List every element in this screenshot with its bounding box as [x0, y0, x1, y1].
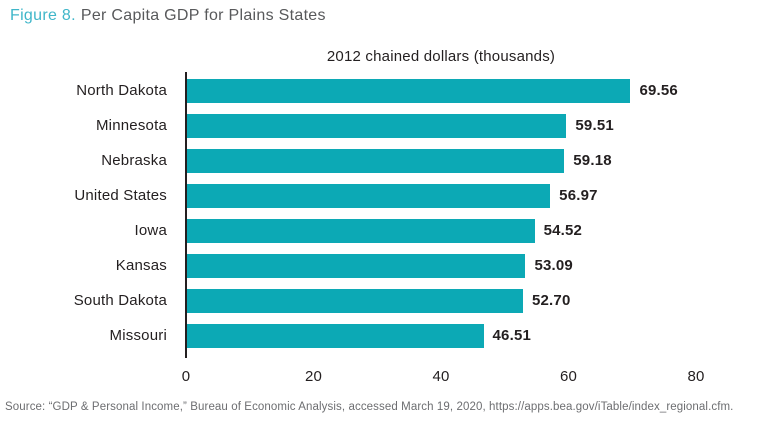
figure-title-text: Per Capita GDP for Plains States — [80, 7, 326, 24]
bar-row: North Dakota 69.56 — [0, 73, 768, 108]
bar-row: Kansas 53.09 — [0, 248, 768, 283]
y-axis-line — [185, 72, 187, 358]
bar-row: Nebraska 59.18 — [0, 143, 768, 178]
bar-row: Missouri 46.51 — [0, 318, 768, 353]
bar — [187, 323, 484, 348]
value-label: 56.97 — [559, 187, 598, 204]
value-label: 46.51 — [492, 327, 532, 344]
bar-row: Minnesota 59.51 — [0, 108, 768, 143]
x-axis-tick-label: 20 — [304, 368, 323, 385]
value-label: 59.18 — [573, 152, 612, 169]
source-citation: Source: “GDP & Personal Income,” Bureau … — [5, 401, 734, 413]
value-label: 54.52 — [543, 222, 583, 239]
x-axis-tick-label: 60 — [559, 368, 578, 385]
x-axis-tick-label: 40 — [432, 368, 450, 385]
bar-row: Iowa 54.52 — [0, 213, 768, 248]
category-label: Iowa — [134, 222, 167, 239]
bar — [187, 78, 631, 103]
category-label: Minnesota — [95, 117, 167, 134]
bar — [187, 253, 526, 278]
category-label: United States — [74, 187, 167, 204]
x-axis-tick-label: 80 — [687, 368, 705, 385]
value-label: 59.51 — [575, 117, 614, 134]
bar-row: United States 56.97 — [0, 178, 768, 213]
x-axis-ticks: 0 20 40 60 80 — [0, 368, 768, 388]
figure-title: Figure 8. Per Capita GDP for Plains State… — [10, 7, 326, 25]
figure-number-label: Figure 8. — [10, 7, 76, 24]
bars-area: North Dakota 69.56 Minnesota 59.51 Nebraska 5… — [0, 73, 768, 353]
category-label: North Dakota — [76, 82, 167, 99]
value-label: 69.56 — [639, 82, 678, 99]
bar-row: South Dakota 52.70 — [0, 283, 768, 318]
value-label: 53.09 — [534, 257, 573, 274]
bar — [187, 148, 565, 173]
bar — [187, 218, 535, 243]
category-label: Kansas — [115, 257, 167, 274]
chart-axis-title: 2012 chained dollars (thousands) — [326, 48, 556, 65]
x-axis-tick-label: 0 — [181, 368, 191, 385]
value-label: 52.70 — [531, 292, 571, 309]
category-label: Missouri — [109, 327, 167, 344]
category-label: Nebraska — [101, 152, 167, 169]
bar — [187, 183, 551, 208]
bar — [187, 288, 523, 313]
category-label: South Dakota — [73, 292, 167, 309]
bar — [187, 113, 567, 138]
